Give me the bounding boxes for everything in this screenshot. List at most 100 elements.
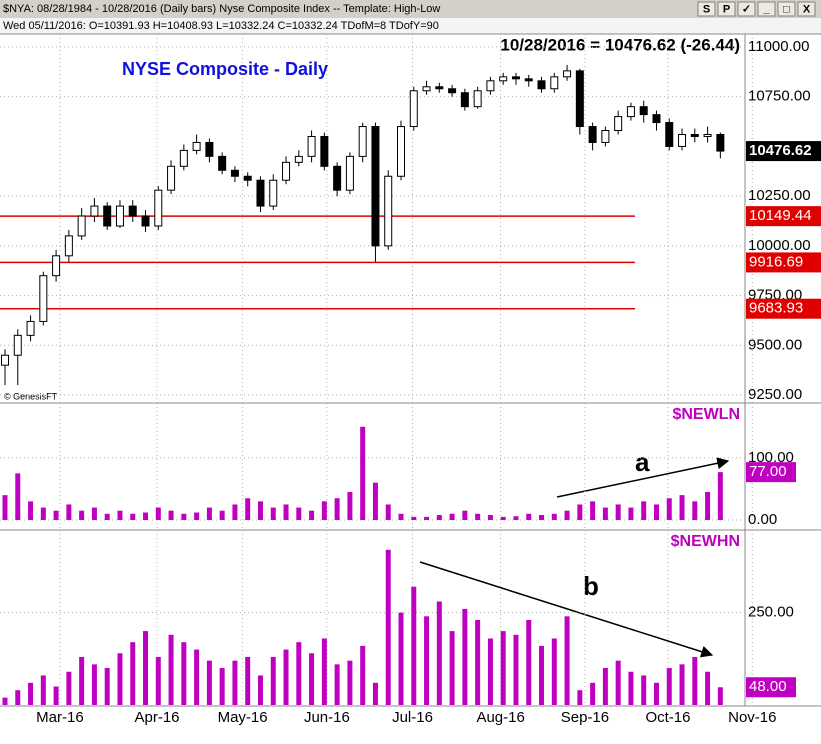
bar <box>615 504 621 520</box>
bar <box>411 516 417 520</box>
info-line: Wed 05/11/2016: O=10391.93 H=10408.93 L=… <box>3 20 439 32</box>
y-tick-label: 10750.00 <box>748 88 811 105</box>
bar <box>347 660 353 705</box>
candle-body <box>1 354 9 366</box>
bar <box>130 642 136 705</box>
candle-body <box>511 76 520 80</box>
window-button[interactable] <box>757 1 776 17</box>
candle-body <box>409 90 418 128</box>
candle-body <box>294 155 303 163</box>
bar <box>309 510 315 520</box>
x-tick-label: Apr-16 <box>134 709 179 726</box>
bar <box>679 664 685 705</box>
y-tick-label: 11000.00 <box>748 38 809 55</box>
bar <box>717 687 723 705</box>
bar <box>666 668 672 705</box>
bar <box>130 513 136 520</box>
bar <box>2 697 8 705</box>
candle-body <box>588 126 597 143</box>
bar <box>194 512 200 520</box>
window-button-label: X <box>803 3 811 15</box>
bar <box>53 686 59 705</box>
window-button[interactable] <box>717 1 736 17</box>
candle-body <box>652 114 661 124</box>
bar <box>679 495 685 520</box>
bar <box>66 504 72 520</box>
y-tick-label: 9250.00 <box>748 386 802 403</box>
chart-title: NYSE Composite - Daily <box>122 59 328 79</box>
candle-body <box>575 70 584 128</box>
candle-body <box>639 106 648 116</box>
bar <box>28 501 34 520</box>
last-value-box <box>746 462 796 483</box>
x-tick-label: Jul-16 <box>392 709 433 726</box>
bar <box>91 664 97 705</box>
y-tick-label: 100.00 <box>748 449 794 466</box>
window-buttons: S P ✓ _ □ X <box>697 1 816 17</box>
bar <box>475 513 481 520</box>
bar <box>641 675 647 705</box>
x-tick-label: Sep-16 <box>561 709 609 726</box>
bar <box>449 631 455 705</box>
bar <box>66 671 72 705</box>
candle-body <box>333 165 342 191</box>
candle-body <box>435 86 444 90</box>
candle-body <box>269 179 278 207</box>
window-button[interactable] <box>737 1 756 17</box>
bar <box>424 516 430 520</box>
level-label-box <box>746 206 821 227</box>
window-button[interactable] <box>697 1 716 17</box>
level-label: 10149.44 <box>749 207 812 224</box>
bar <box>309 653 315 705</box>
candle-body <box>90 205 99 217</box>
candle-body <box>460 92 469 108</box>
y-tick-label: 10000.00 <box>748 237 811 254</box>
candle-body <box>320 135 329 167</box>
candle-body <box>128 205 137 217</box>
bar <box>526 513 532 520</box>
bar <box>143 512 149 520</box>
bar <box>513 516 519 520</box>
bar <box>15 690 21 705</box>
last-value-box <box>746 677 796 698</box>
panel-title: $NEWHN <box>671 533 740 550</box>
y-tick-label: 250.00 <box>748 604 794 621</box>
bar <box>15 473 21 520</box>
x-tick-label: Oct-16 <box>645 709 690 726</box>
y-tick-label: 0.00 <box>748 511 777 528</box>
bar <box>347 492 353 520</box>
candle-body <box>103 205 112 227</box>
bar <box>666 498 672 520</box>
candle-body <box>26 320 35 336</box>
candle-body <box>64 235 73 257</box>
candle-body <box>614 116 623 132</box>
window-button[interactable] <box>777 1 796 17</box>
bar <box>270 656 276 705</box>
last-price-label: 10476.62 <box>749 142 812 159</box>
bar <box>577 504 583 520</box>
bar <box>117 653 123 705</box>
x-tick-label: Nov-16 <box>728 709 776 726</box>
candle-body <box>39 275 48 322</box>
bar <box>257 501 263 520</box>
bar <box>168 510 174 520</box>
bar <box>232 504 238 520</box>
candle-body <box>179 149 188 167</box>
x-tick-label: Mar-16 <box>36 709 84 726</box>
bar <box>385 504 391 520</box>
bar <box>475 620 481 705</box>
bar <box>104 513 110 520</box>
bar <box>372 482 378 520</box>
bar <box>181 513 187 520</box>
arrow <box>419 561 714 658</box>
candle-body <box>115 205 124 227</box>
window-button-label: S <box>703 3 710 15</box>
candle-body <box>77 215 86 237</box>
candle-body <box>550 76 559 90</box>
window-button[interactable] <box>797 1 816 17</box>
bar <box>53 510 59 520</box>
bar <box>334 664 340 705</box>
bar <box>539 515 545 520</box>
annotation: a <box>635 447 650 477</box>
arrow <box>556 457 730 498</box>
